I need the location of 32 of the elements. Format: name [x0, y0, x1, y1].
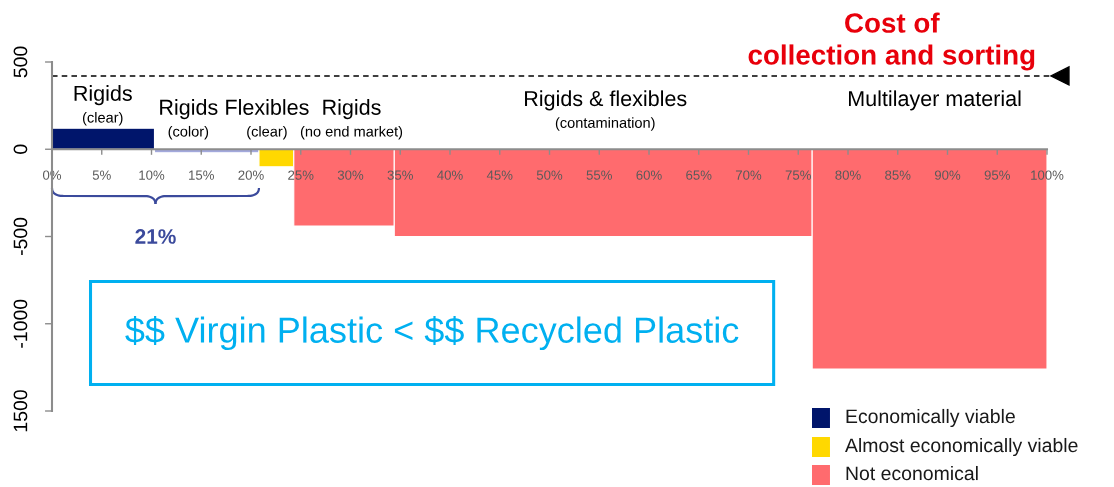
annotation: Rigids (color) — [160, 99, 218, 140]
y-tick-label: 500 — [13, 46, 28, 78]
x-tick-label: 30% — [337, 170, 364, 180]
x-tick-label: 45% — [486, 170, 513, 180]
annotation: Rigids & flexibles (contamination) — [525, 90, 687, 131]
x-tick-label: 90% — [934, 170, 961, 180]
x-tick-label: 55% — [586, 170, 612, 180]
ref-line-label: Cost of collection and sorting — [748, 12, 1035, 71]
text: Not economical — [846, 465, 978, 481]
annotation: Rigids (clear) — [74, 85, 132, 126]
x-tick-label: 85% — [885, 170, 911, 180]
y-tick-label: -500 — [13, 217, 28, 256]
x-tick-label: 60% — [636, 170, 662, 180]
y-tick-label: 1500 — [13, 390, 28, 432]
x-tick-label: 80% — [835, 170, 861, 180]
x-tick-label: 95% — [984, 170, 1010, 180]
x-tick-label: 75% — [785, 170, 811, 180]
annotation: 21% — [135, 229, 176, 244]
x-tick-label: 40% — [437, 170, 463, 180]
x-tick-label: 5% — [92, 170, 111, 180]
y-tick-label: 0 — [13, 144, 28, 154]
x-tick-label: 20% — [238, 170, 264, 180]
x-tick-label: 15% — [189, 170, 214, 180]
x-tick-label: 10% — [139, 170, 165, 180]
text: Almost economically viable — [845, 437, 1078, 457]
annotation: $$ Virgin Plastic < $$ Recycled Plastic — [125, 315, 739, 351]
x-tick-label: 50% — [536, 170, 563, 180]
y-tick-label: -1000 — [13, 299, 28, 348]
x-tick-label: 65% — [686, 170, 712, 180]
annotation: Multilayer material — [849, 90, 1021, 111]
annotation: Economically viable — [846, 408, 1015, 428]
x-tick-label: 70% — [735, 170, 762, 180]
